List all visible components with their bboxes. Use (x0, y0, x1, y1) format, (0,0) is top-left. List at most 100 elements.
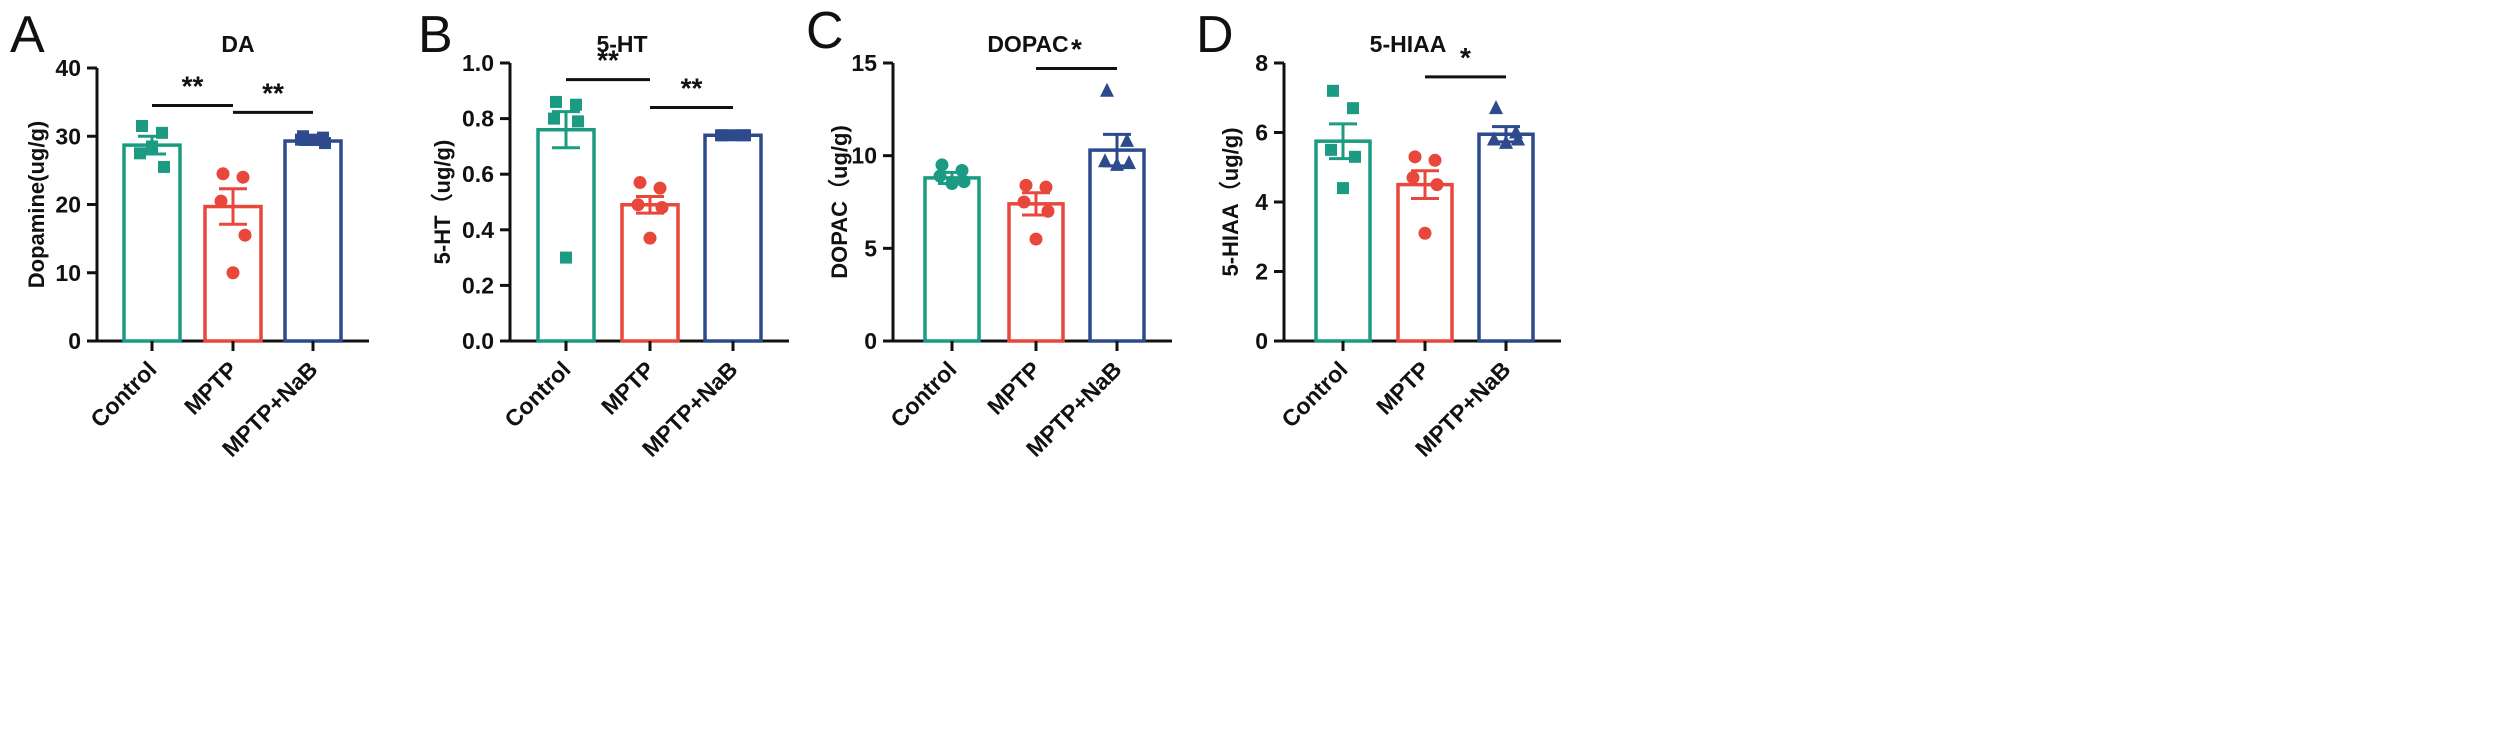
y-tick-label: 4 (1255, 189, 1268, 215)
significance-label: ** (262, 77, 284, 108)
data-point-mptp (1418, 226, 1432, 240)
data-point-nab (1122, 155, 1136, 170)
bar-control (536, 127, 596, 343)
data-point-mptp (1029, 232, 1043, 246)
chart-title: DA (221, 31, 254, 57)
y-tick-label: 15 (851, 50, 877, 76)
data-point-nab (295, 133, 307, 146)
data-point-control (156, 126, 168, 139)
data-point-mptp (653, 181, 667, 195)
panel-b: B 5-HT 5-HT（ug/g) 0.0 0.2 0.4 0.6 0.8 1.0 Control… (418, 6, 789, 462)
data-point-control (1349, 150, 1361, 163)
data-point-control (136, 120, 148, 133)
bar-nab (1088, 148, 1146, 343)
y-tick-label: 0.4 (462, 217, 494, 243)
data-point-control (957, 175, 971, 189)
y-tick-label: 2 (1255, 259, 1268, 285)
data-point-mptp (631, 198, 645, 212)
data-point-control (550, 95, 562, 108)
x-tick-label: Control (1276, 356, 1352, 432)
data-point-nab (727, 129, 739, 142)
significance-label: ** (681, 72, 703, 103)
bar-nab (703, 133, 763, 343)
bar-control (122, 143, 182, 343)
data-point-mptp (1430, 178, 1444, 192)
data-point-control (1347, 102, 1359, 115)
panel-letter: C (806, 2, 844, 60)
data-point-nab (739, 129, 751, 142)
y-tick-label: 0 (864, 328, 877, 354)
data-point-nab (1511, 131, 1525, 146)
data-point-control (1337, 182, 1349, 195)
y-axis-label: 5-HT（ug/g) (430, 140, 455, 265)
panel-letter: B (418, 6, 453, 64)
x-tick-label: MPTP (982, 356, 1046, 420)
data-point-nab (319, 137, 331, 150)
y-tick-label: 10 (55, 260, 81, 286)
y-tick-label: 0 (68, 328, 81, 354)
chart-title: 5-HT (596, 31, 647, 57)
data-point-control (548, 112, 560, 125)
y-tick-label: 5 (864, 235, 877, 261)
significance-label: * (1460, 42, 1471, 73)
data-point-mptp (1017, 195, 1031, 209)
chart-title: DOPAC (987, 31, 1068, 57)
y-tick-label: 20 (55, 192, 81, 218)
data-point-nab (1120, 132, 1134, 147)
data-point-mptp (238, 228, 252, 242)
y-axis-label: DOPAC（ug/g) (827, 125, 852, 279)
data-point-mptp (1408, 150, 1422, 164)
data-point-nab (1487, 131, 1501, 146)
data-point-control (1327, 84, 1339, 97)
data-point-control (146, 140, 158, 153)
y-tick-label: 8 (1255, 50, 1268, 76)
y-tick-label: 6 (1255, 120, 1268, 146)
data-point-control (945, 176, 959, 190)
data-point-control (572, 115, 584, 128)
data-point-control (935, 158, 949, 172)
y-axis-label: Dopamine(ug/g) (24, 121, 49, 288)
x-tick-label: Control (885, 356, 961, 432)
data-point-control (1325, 143, 1337, 156)
bar-mptp (1007, 202, 1065, 343)
y-tick-label: 40 (55, 55, 81, 81)
x-tick-label: MPTP (179, 356, 243, 420)
y-tick-label: 0 (1255, 328, 1268, 354)
y-axis-label: 5-HIAA（ug/g) (1218, 127, 1243, 276)
significance-label: * (1071, 34, 1082, 65)
bar-mptp (620, 203, 680, 343)
chart-title: 5-HIAA (1370, 31, 1447, 57)
data-point-nab (1489, 100, 1503, 115)
data-point-mptp (1039, 180, 1053, 194)
y-tick-label: 10 (851, 143, 877, 169)
data-point-mptp (655, 201, 669, 215)
bar-mptp (1396, 182, 1454, 343)
data-point-control (134, 147, 146, 160)
data-point-mptp (643, 231, 657, 245)
x-tick-label: MPTP (596, 356, 660, 420)
data-point-mptp (216, 167, 230, 181)
y-tick-label: 1.0 (462, 50, 494, 76)
data-point-mptp (1019, 178, 1033, 192)
data-point-control (933, 169, 947, 183)
y-tick-label: 30 (55, 123, 81, 149)
bar-nab (1477, 132, 1535, 343)
y-tick-label: 0.6 (462, 161, 494, 187)
data-point-nab (1098, 153, 1112, 168)
data-point-mptp (1428, 153, 1442, 167)
data-point-nab (715, 129, 727, 142)
data-point-mptp (226, 266, 240, 280)
panel-letter: A (10, 6, 45, 64)
x-tick-label: Control (499, 356, 575, 432)
y-tick-label: 0.8 (462, 106, 494, 132)
bar-control (1314, 139, 1372, 343)
data-point-nab (1110, 156, 1124, 171)
y-tick-label: 0.2 (462, 272, 494, 298)
data-point-nab (1499, 134, 1513, 149)
bar-control (923, 176, 981, 343)
data-point-mptp (1406, 171, 1420, 185)
